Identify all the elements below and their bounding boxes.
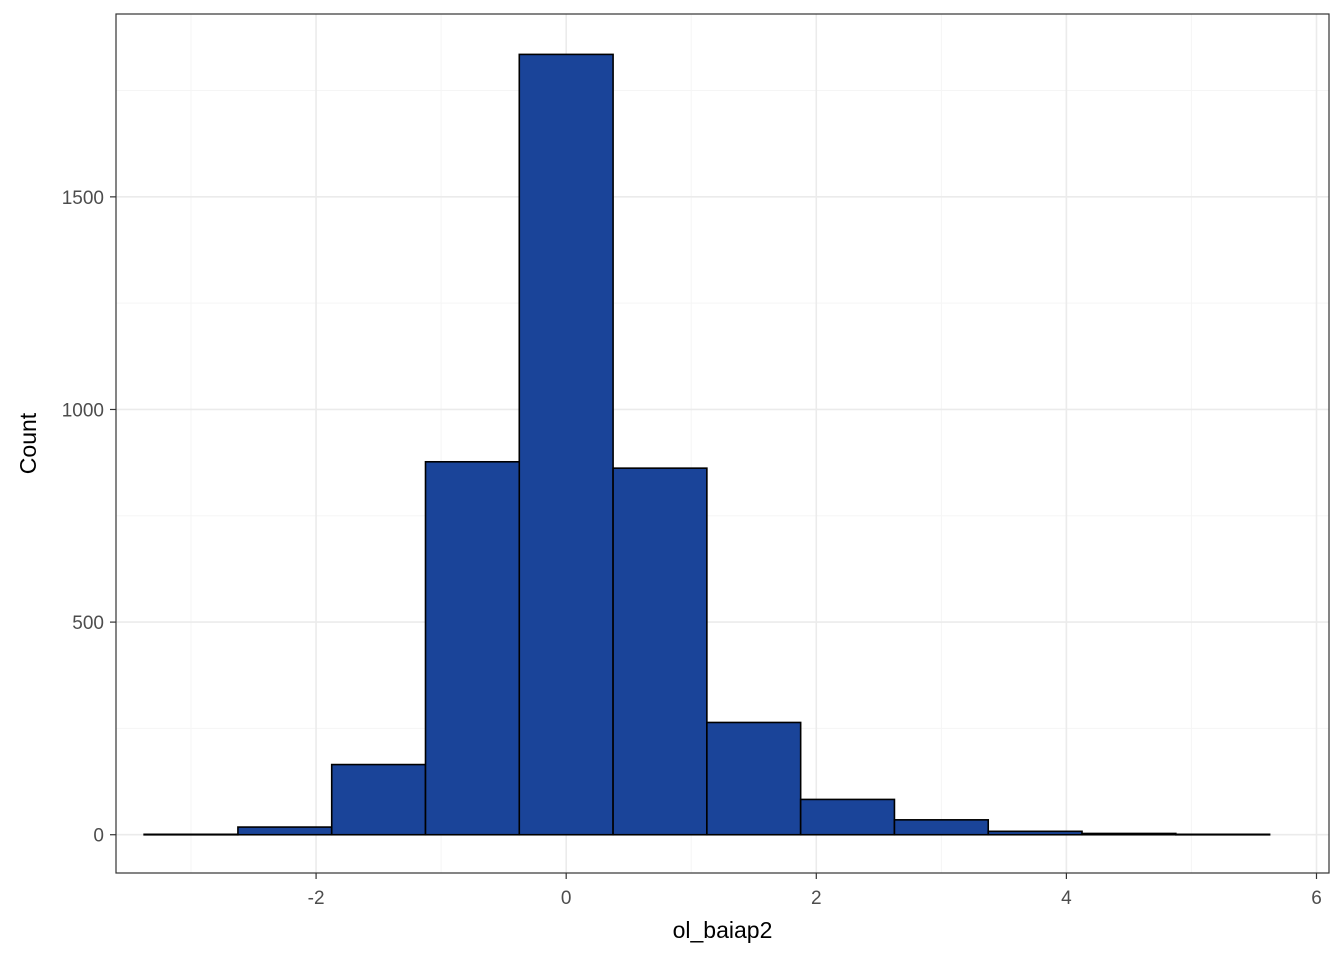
y-axis: 0 500 1000 1500 bbox=[62, 188, 116, 847]
x-tick-label: -2 bbox=[308, 888, 325, 909]
histogram-bar bbox=[143, 833, 239, 836]
histogram-bar bbox=[1081, 832, 1177, 836]
x-tick-label: 6 bbox=[1311, 888, 1322, 909]
x-tick-label: 0 bbox=[561, 888, 572, 909]
x-axis: -2 0 2 4 6 bbox=[308, 873, 1322, 909]
y-axis-title: Count bbox=[15, 412, 41, 474]
y-tick-label: 500 bbox=[72, 613, 104, 634]
histogram-bar bbox=[237, 826, 333, 836]
y-tick-label: 1000 bbox=[62, 400, 104, 421]
x-tick-label: 2 bbox=[811, 888, 822, 909]
histogram-bar bbox=[893, 819, 990, 836]
histogram-bar bbox=[1175, 833, 1271, 836]
histogram-bar bbox=[706, 721, 802, 836]
histogram-bars bbox=[143, 53, 1271, 836]
y-tick-label: 1500 bbox=[62, 188, 104, 209]
histogram-bar bbox=[612, 467, 708, 836]
histogram-bar bbox=[424, 460, 521, 836]
y-tick-label: 0 bbox=[93, 826, 104, 847]
histogram-bar bbox=[330, 763, 427, 836]
x-axis-title: ol_baiap2 bbox=[673, 917, 773, 943]
histogram-bar bbox=[518, 53, 614, 836]
panel-border bbox=[115, 13, 1330, 874]
histogram-bar bbox=[987, 830, 1083, 836]
x-tick-label: 4 bbox=[1061, 888, 1072, 909]
histogram-bar bbox=[799, 798, 896, 836]
